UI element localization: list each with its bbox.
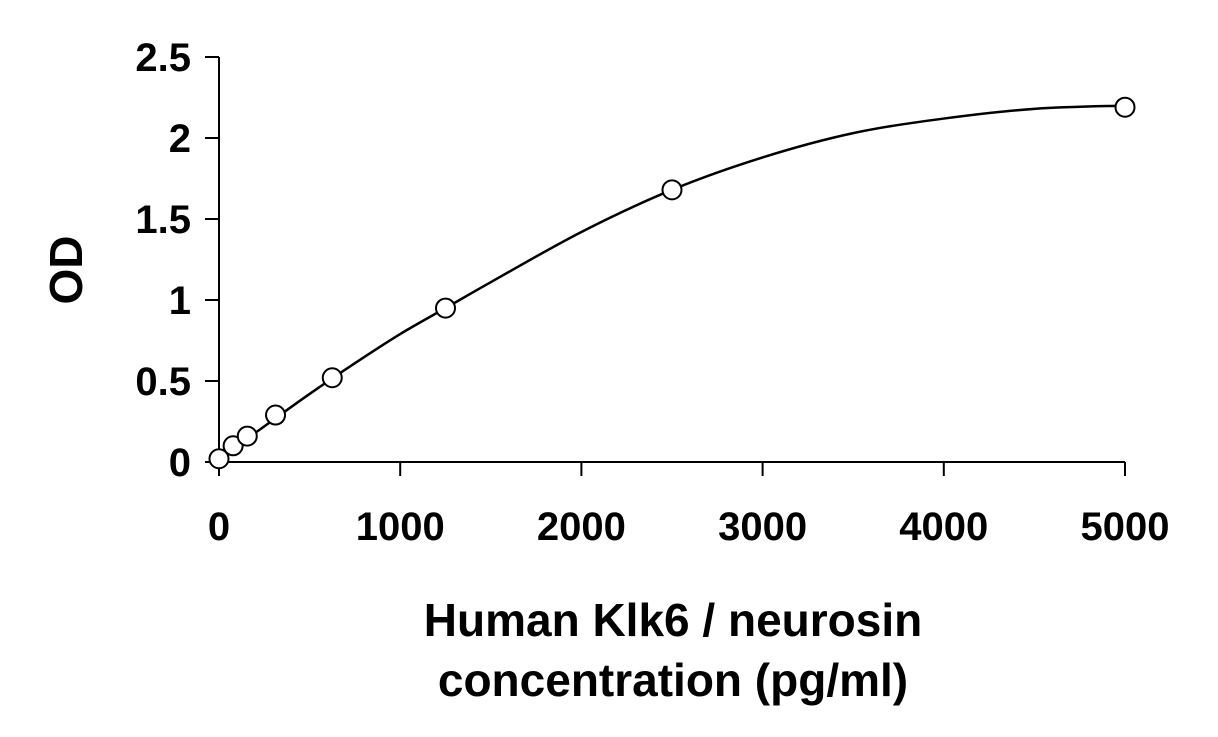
y-tick-label: 2 (169, 117, 191, 161)
data-point (661, 179, 683, 201)
axes: 0 0.5 1 1.5 2 2.5 0 1000 2000 3000 4000 5000 (135, 36, 1169, 549)
x-tick-label: 4000 (899, 505, 988, 549)
data-point (236, 425, 258, 447)
data-point (265, 404, 287, 426)
data-point (1114, 96, 1136, 118)
x-axis-title-line-1: Human Klk6 / neurosin (424, 594, 922, 646)
y-tick-label: 2.5 (135, 36, 191, 80)
x-axis-title-line-2: concentration (pg/ml) (438, 654, 908, 706)
y-tick-label: 0.5 (135, 360, 191, 404)
y-tick-label: 1.5 (135, 198, 191, 242)
fit-curve-line (218, 104, 1126, 460)
x-tick-label: 2000 (537, 505, 626, 549)
y-axis-title: OD (40, 236, 92, 305)
data-point (435, 297, 456, 319)
x-tick-label: 5000 (1081, 505, 1170, 549)
data-point (208, 448, 230, 470)
data-point (222, 435, 244, 457)
y-tick-label: 1 (169, 279, 191, 323)
x-tick-label: 3000 (718, 505, 807, 549)
x-tick-label: 1000 (356, 505, 445, 549)
plot-marks (208, 96, 1136, 470)
x-tick-label: 0 (208, 505, 230, 549)
data-point (321, 367, 343, 389)
y-tick-label: 0 (169, 441, 191, 485)
